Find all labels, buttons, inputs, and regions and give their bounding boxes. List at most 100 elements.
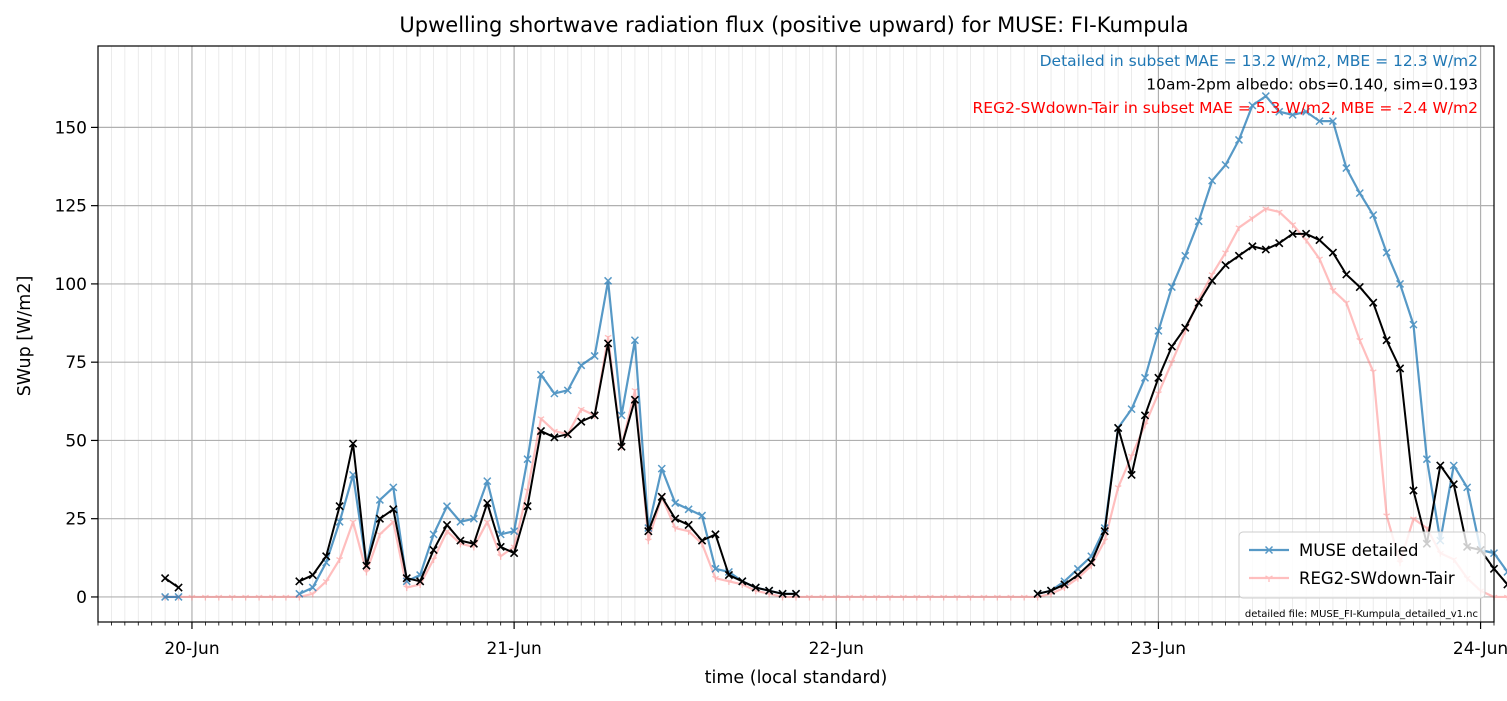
- data-point: [644, 527, 653, 536]
- x-tick-label: 22-Jun: [809, 639, 864, 659]
- data-point: [1168, 359, 1176, 366]
- legend-swatch: [1249, 575, 1289, 582]
- data-point: [509, 548, 519, 558]
- data-point: [456, 536, 465, 545]
- data-point: [967, 594, 974, 601]
- data-point: [349, 519, 357, 526]
- data-point: [698, 511, 707, 520]
- data-point: [846, 594, 854, 601]
- data-point: [1167, 342, 1177, 351]
- data-point: [242, 594, 250, 601]
- data-point: [335, 502, 344, 511]
- data-point: [953, 594, 961, 601]
- data-point: [375, 514, 385, 523]
- data-point: [1382, 336, 1391, 345]
- data-point: [1207, 276, 1217, 285]
- data-point: [389, 483, 398, 492]
- chart-title: Upwelling shortwave radiation flux (posi…: [399, 13, 1188, 37]
- x-tick-label: 23-Jun: [1131, 639, 1186, 659]
- data-point: [724, 570, 734, 580]
- series-muse-detailed: [161, 92, 1507, 601]
- data-point: [1289, 222, 1297, 229]
- data-point: [873, 594, 880, 601]
- data-point: [1382, 248, 1391, 257]
- data-point: [577, 406, 585, 413]
- data-point: [536, 426, 546, 436]
- data-point: [1194, 298, 1203, 307]
- data-point: [1356, 337, 1364, 344]
- data-point: [1113, 423, 1123, 433]
- data-point: [684, 520, 693, 530]
- data-point: [1316, 256, 1323, 263]
- data-point: [1355, 282, 1364, 292]
- legend-label: MUSE detailed: [1299, 541, 1418, 560]
- data-point: [363, 569, 370, 576]
- data-point: [1087, 558, 1096, 567]
- data-point: [1046, 586, 1056, 595]
- data-point: [1208, 176, 1217, 185]
- data-point: [1329, 287, 1337, 294]
- data-point: [1020, 594, 1028, 601]
- data-point: [1261, 92, 1270, 101]
- data-point: [617, 442, 626, 451]
- data-point: [550, 433, 559, 442]
- data-point: [1275, 107, 1284, 116]
- data-point: [712, 575, 719, 582]
- plot-frame: [97, 45, 1495, 623]
- data-point: [1369, 211, 1378, 220]
- data-point: [1261, 245, 1270, 254]
- data-point: [442, 520, 452, 530]
- data-point: [1114, 485, 1122, 491]
- data-point: [497, 553, 505, 560]
- data-point: [711, 530, 720, 539]
- data-point: [1167, 283, 1176, 292]
- data-point: [1154, 326, 1163, 335]
- data-point: [295, 589, 304, 598]
- data-point: [603, 339, 613, 348]
- legend-box: [1238, 531, 1486, 599]
- y-tick-label: 25: [65, 510, 87, 530]
- data-point: [1315, 235, 1324, 245]
- x-axis-label: time (local standard): [705, 668, 888, 688]
- data-point: [1234, 251, 1244, 260]
- data-point: [711, 564, 720, 573]
- data-point: [604, 276, 613, 285]
- data-point: [1409, 486, 1418, 495]
- data-point: [791, 589, 801, 598]
- data-point: [1315, 117, 1324, 126]
- legend[interactable]: MUSE detailed REG2-SWdown-Tair: [1238, 531, 1486, 599]
- y-tick-label: 150: [55, 118, 87, 138]
- data-point: [429, 545, 438, 555]
- data-point: [1301, 229, 1311, 238]
- data-point: [1221, 260, 1230, 270]
- y-tick-label: 100: [55, 275, 87, 295]
- data-point: [309, 591, 317, 598]
- data-point: [1181, 323, 1190, 332]
- data-point: [1463, 483, 1472, 492]
- data-point: [402, 574, 411, 583]
- data-point: [1409, 320, 1418, 329]
- data-point: [550, 389, 559, 398]
- stats-annotation: REG2-SWdown-Tair in subset MAE = 5.3 W/m…: [973, 99, 1478, 117]
- data-point: [671, 514, 680, 523]
- file-footnote: detailed file: MUSE_FI-Kumpula_detailed_…: [1245, 609, 1478, 620]
- data-point: [657, 492, 666, 501]
- data-point: [174, 583, 183, 592]
- data-point: [523, 502, 532, 511]
- data-point: [376, 531, 384, 538]
- data-point: [563, 430, 572, 439]
- data-point: [161, 592, 170, 601]
- data-point: [913, 594, 921, 601]
- data-point: [228, 594, 236, 601]
- data-point: [1328, 117, 1337, 126]
- legend-marker: [1264, 545, 1274, 555]
- data-point: [1208, 272, 1216, 279]
- legend-label: REG2-SWdown-Tair: [1299, 569, 1455, 588]
- data-point: [1154, 373, 1163, 382]
- data-point: [684, 505, 693, 514]
- data-point: [993, 594, 1001, 601]
- data-point: [282, 594, 290, 601]
- data-point: [523, 455, 532, 464]
- y-tick-label: 50: [65, 431, 87, 451]
